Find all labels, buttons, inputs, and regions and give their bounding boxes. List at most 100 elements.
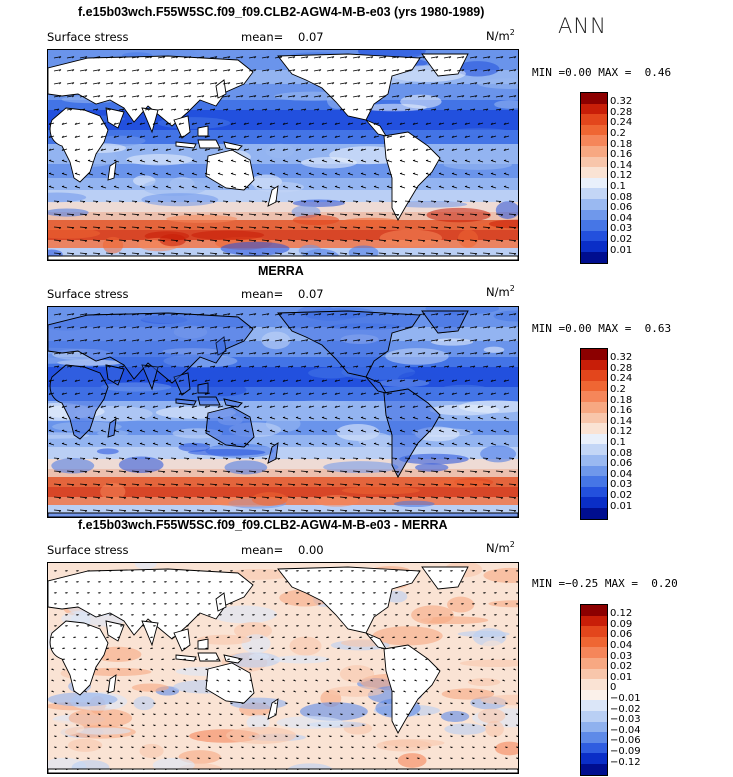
stress-vector-head — [111, 313, 114, 316]
stress-vector-head — [175, 240, 179, 242]
stress-vector — [183, 200, 190, 202]
stress-vector — [196, 200, 203, 202]
stress-vector-head — [286, 724, 288, 727]
stress-vector-head — [396, 510, 400, 512]
land-field — [49, 364, 109, 440]
stress-vector-head — [292, 484, 296, 486]
stress-patch — [358, 432, 393, 449]
stress-vector — [386, 186, 393, 189]
stress-vector-head — [462, 592, 464, 594]
stress-vector-head — [330, 735, 332, 738]
stress-vector-head — [370, 240, 374, 242]
stress-vector-head — [330, 713, 332, 716]
panel-1-min-label: MIN = — [532, 66, 566, 79]
stress-vector — [287, 352, 296, 355]
stress-vector — [404, 457, 411, 459]
stress-vector — [165, 417, 172, 420]
stress-vector-head — [253, 471, 257, 473]
stress-vector — [404, 108, 411, 111]
stress-vector — [144, 496, 153, 499]
stress-vector — [326, 239, 335, 242]
stress-vector-head — [319, 757, 321, 760]
stress-vector-head — [123, 471, 127, 473]
stress-vector — [326, 108, 333, 111]
stress-vector-head — [242, 603, 244, 605]
stress-vector-head — [330, 724, 332, 727]
stress-vector-head — [484, 702, 486, 705]
continents — [48, 53, 518, 260]
stress-vector-head — [484, 768, 486, 771]
stress-vector — [178, 148, 185, 151]
stress-vector-head — [517, 581, 518, 583]
stress-vector — [451, 122, 458, 125]
stress-vector — [430, 509, 439, 512]
stress-vector-head — [396, 253, 400, 255]
stress-vector-head — [154, 735, 156, 738]
stress-vector — [204, 443, 211, 446]
stress-vector-head — [254, 339, 257, 342]
stress-vector — [287, 252, 296, 255]
stress-vector-head — [396, 768, 398, 771]
stress-vector-head — [500, 471, 504, 473]
stress-vector — [217, 173, 224, 176]
stress-vector-head — [462, 746, 464, 749]
stress-patch — [315, 495, 359, 507]
stress-vector-head — [326, 658, 328, 661]
stress-vector — [105, 365, 112, 368]
stress-vector-head — [121, 458, 125, 460]
stress-vector-head — [392, 636, 394, 639]
stress-vector — [53, 509, 62, 512]
stress-vector-head — [484, 735, 486, 738]
stress-vector-head — [214, 484, 218, 486]
stress-vector — [469, 56, 478, 59]
stress-vector-head — [329, 458, 333, 460]
colorbar-tick-label: 0.12 — [610, 170, 633, 182]
stress-vector-head — [495, 724, 497, 727]
stress-vector — [391, 252, 400, 255]
stress-patch — [220, 241, 290, 256]
stress-vector — [399, 392, 406, 395]
stress-vector — [386, 417, 393, 420]
stress-vector-head — [202, 352, 205, 355]
stress-vector-head — [352, 614, 354, 616]
stress-vector-head — [513, 253, 517, 255]
stress-vector-head — [251, 201, 255, 203]
stress-vector-head — [173, 201, 177, 203]
stress-vector-head — [264, 592, 266, 594]
panel-2-min-value: 0.00 — [565, 322, 592, 335]
stress-vector — [248, 56, 257, 59]
stress-vector-head — [123, 510, 127, 512]
stress-vector — [339, 313, 348, 316]
stress-vector — [157, 339, 166, 342]
stress-vector — [144, 82, 153, 85]
stress-vector-head — [279, 253, 283, 255]
stress-vector-head — [187, 724, 189, 727]
stress-vector — [300, 56, 309, 59]
stress-vector-head — [459, 458, 463, 460]
stress-vector — [204, 417, 211, 420]
stress-vector — [126, 379, 133, 382]
stress-vector — [100, 430, 107, 433]
stress-vector — [508, 339, 517, 342]
stress-patch — [48, 357, 84, 364]
colorbar-tick-label: 0.06 — [610, 629, 633, 641]
difference-patch — [444, 723, 487, 735]
difference-patch — [459, 659, 518, 667]
stress-vector-head — [495, 746, 497, 749]
stress-vector-head — [297, 625, 299, 627]
stress-vector — [287, 108, 294, 111]
stress-patch — [126, 154, 193, 166]
stress-vector — [113, 405, 120, 408]
stress-vector-head — [178, 405, 181, 408]
stress-vector-head — [241, 313, 244, 316]
stress-vector-head — [110, 757, 112, 760]
stress-vector — [313, 239, 322, 242]
stress-vector — [425, 135, 432, 138]
stress-vector-head — [286, 735, 288, 738]
stress-vector-head — [461, 471, 465, 473]
stress-vector-head — [198, 713, 200, 716]
stress-vector — [287, 213, 296, 216]
stress-vector-head — [286, 581, 288, 583]
stress-vector-head — [204, 379, 207, 382]
stress-vector — [105, 226, 114, 229]
